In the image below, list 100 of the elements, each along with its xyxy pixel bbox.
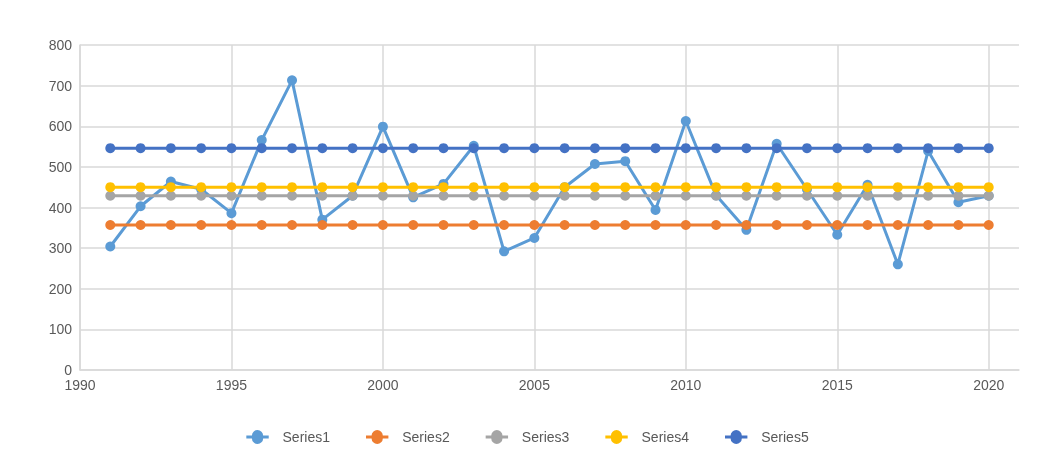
point — [832, 229, 843, 240]
point — [499, 182, 510, 193]
point — [499, 190, 510, 201]
point — [105, 241, 116, 252]
point — [347, 143, 358, 154]
point — [196, 143, 207, 154]
point — [377, 219, 388, 230]
point — [559, 219, 570, 230]
point — [438, 182, 449, 193]
point — [741, 190, 752, 201]
legend-label: Series1 — [282, 429, 331, 445]
y-tick-label: 400 — [48, 199, 73, 216]
point — [165, 143, 176, 154]
point — [923, 219, 934, 230]
point — [983, 182, 994, 193]
legend-label: Series4 — [641, 429, 690, 445]
point — [650, 190, 661, 201]
point — [135, 219, 146, 230]
point — [892, 219, 903, 230]
point — [589, 143, 600, 154]
point — [620, 190, 631, 201]
x-tick-label: 2000 — [367, 377, 399, 393]
point — [801, 190, 812, 201]
point — [711, 182, 722, 193]
y-tick-label: 100 — [48, 321, 73, 338]
point — [650, 204, 661, 215]
point — [256, 190, 267, 201]
point — [499, 219, 510, 230]
y-tick-label: 500 — [48, 158, 73, 175]
point — [105, 143, 116, 154]
point — [832, 143, 843, 154]
point — [680, 190, 691, 201]
point — [135, 190, 146, 201]
point — [650, 143, 661, 154]
point — [408, 143, 419, 154]
point — [983, 143, 994, 154]
point — [771, 219, 782, 230]
point — [892, 259, 903, 270]
point — [771, 143, 782, 154]
point — [226, 219, 237, 230]
y-tick-label: 200 — [48, 280, 73, 297]
point — [377, 190, 388, 201]
point — [468, 182, 479, 193]
point — [165, 219, 176, 230]
point — [953, 143, 964, 154]
point — [377, 143, 388, 154]
point — [135, 182, 146, 193]
point — [226, 208, 237, 219]
point — [226, 143, 237, 154]
point — [317, 219, 328, 230]
point — [256, 182, 267, 193]
point — [832, 190, 843, 201]
point — [196, 219, 207, 230]
point — [529, 232, 540, 243]
point — [650, 182, 661, 193]
x-tick-label: 1995 — [215, 377, 248, 393]
point — [317, 143, 328, 154]
point — [226, 190, 237, 201]
point — [923, 190, 934, 201]
point — [620, 182, 631, 193]
point — [347, 219, 358, 230]
point — [680, 182, 691, 193]
x-tick-label: 2005 — [518, 377, 551, 393]
legend-label: Series5 — [761, 429, 809, 445]
point — [287, 190, 298, 201]
point — [499, 246, 510, 257]
point — [226, 182, 237, 193]
point — [529, 182, 540, 193]
point — [741, 182, 752, 193]
point — [438, 143, 449, 154]
point — [468, 219, 479, 230]
point — [256, 143, 267, 154]
point — [953, 190, 964, 201]
point — [438, 219, 449, 230]
point — [135, 143, 146, 154]
point — [105, 190, 116, 201]
point — [287, 182, 298, 193]
y-tick-label: 300 — [48, 240, 73, 257]
point — [287, 219, 298, 230]
point — [711, 219, 722, 230]
point — [680, 219, 691, 230]
x-tick-label: 2010 — [670, 377, 702, 393]
point — [529, 143, 540, 154]
point — [771, 182, 782, 193]
point — [620, 156, 631, 167]
point — [650, 219, 661, 230]
point — [620, 219, 631, 230]
point — [983, 219, 994, 230]
point — [135, 201, 146, 212]
point — [499, 143, 510, 154]
legend-label: Series3 — [521, 429, 570, 445]
point — [347, 182, 358, 193]
point — [377, 121, 388, 132]
point — [589, 182, 600, 193]
y-tick-label: 0 — [64, 362, 73, 378]
point — [741, 219, 752, 230]
point — [468, 190, 479, 201]
point — [892, 143, 903, 154]
point — [377, 182, 388, 193]
y-tick-label: 800 — [48, 37, 73, 53]
